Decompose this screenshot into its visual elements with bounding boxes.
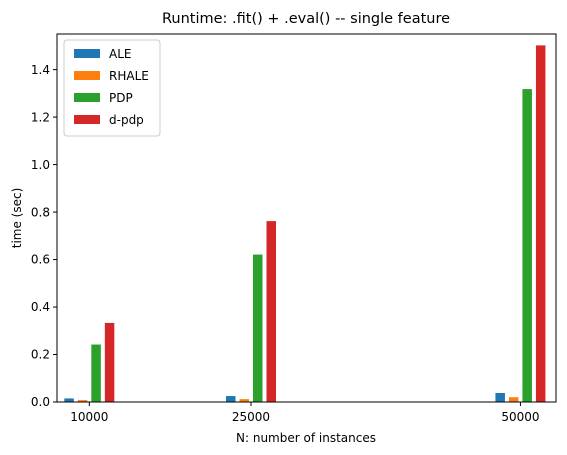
legend: ALE RHALE PDP d-pdp [63,39,161,137]
x-ticks: 10000 25000 50000 [70,402,540,424]
bar-rhale-25000 [239,399,249,402]
bar-ale-25000 [226,396,236,402]
bar-pdp-10000 [91,344,101,402]
bar-rhale-50000 [508,397,519,402]
bar-ale-10000 [64,398,74,402]
legend-swatch-d-pdp [74,115,100,124]
legend-swatch-rhale [74,71,100,80]
legend-label-pdp: PDP [109,91,133,105]
bars-layer [64,45,546,403]
chart-title: Runtime: .fit() + .eval() -- single feat… [162,11,450,27]
legend-box [63,39,161,137]
y-tick-label: 0.6 [31,253,50,267]
x-tick-label: 25000 [232,410,270,424]
axes-frame [56,33,557,403]
bar-rhale-10000 [77,400,88,402]
y-tick-label: 0.2 [31,348,50,362]
x-tick-label: 10000 [70,410,108,424]
legend-swatch-ale [74,49,100,58]
x-axis-label: N: number of instances [236,431,376,445]
y-tick-label: 1.2 [31,110,50,124]
legend-label-rhale: RHALE [109,69,149,83]
bar-d-pdp-10000 [104,322,115,402]
x-tick-label: 50000 [501,410,539,424]
bar-d-pdp-50000 [535,45,546,403]
legend-label-d-pdp: d-pdp [109,113,144,127]
bar-d-pdp-25000 [266,221,276,402]
bar-ale-50000 [495,392,505,402]
bar-pdp-50000 [522,89,532,402]
y-tick-label: 0.4 [31,300,50,314]
y-axis-label: time (sec) [10,188,24,249]
y-tick-label: 1.4 [31,63,50,77]
legend-label-ale: ALE [109,47,131,61]
y-tick-label: 1.0 [31,158,50,172]
legend-swatch-pdp [74,93,100,102]
y-ticks: 0.0 0.2 0.4 0.6 0.8 1.0 1.2 1.4 [31,63,57,409]
bar-pdp-25000 [253,254,263,402]
y-tick-label: 0.8 [31,205,50,219]
y-tick-label: 0.0 [31,395,50,409]
